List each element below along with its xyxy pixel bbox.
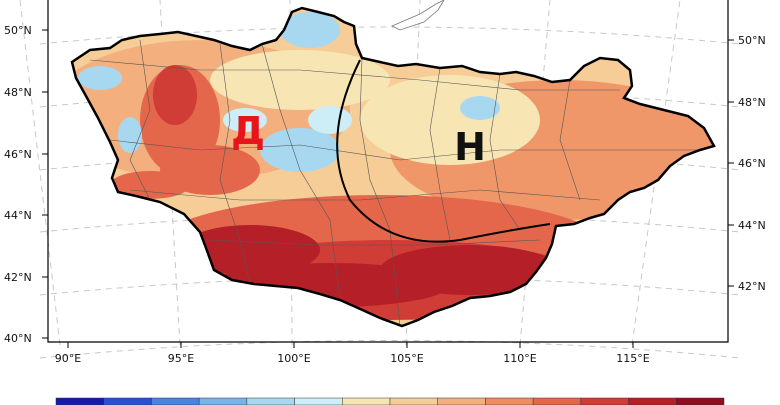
lat-label-left: 40°N <box>4 332 32 345</box>
colorbar-swatch <box>532 397 582 405</box>
colorbar-swatch <box>198 397 248 405</box>
colorbar <box>55 397 725 405</box>
colorbar-swatch <box>294 397 343 405</box>
colorbar-swatch <box>151 397 200 405</box>
lat-label-left: 48°N <box>4 86 32 99</box>
lat-label-right: 42°N <box>738 280 766 293</box>
colorbar-swatch <box>389 397 438 405</box>
lon-label: 90°E <box>55 352 81 365</box>
lon-ticks: 90°E 95°E 100°E 105°E 110°E 115°E <box>55 342 650 365</box>
lat-label-right: 46°N <box>738 157 766 170</box>
lon-label: 95°E <box>168 352 194 365</box>
colorbar-swatch <box>628 397 677 405</box>
colorbar-swatch <box>580 397 629 405</box>
colorbar-swatch <box>676 397 725 405</box>
lat-label-left: 42°N <box>4 271 32 284</box>
region-label-n: Н <box>454 125 486 169</box>
lat-label-right: 48°N <box>738 96 766 109</box>
lon-label: 100°E <box>277 352 310 365</box>
admin-borders <box>89 39 700 326</box>
lat-label-right: 44°N <box>738 219 766 232</box>
lat-ticks-left: 50°N 48°N 46°N 44°N 42°N 40°N <box>4 24 48 345</box>
lon-label: 110°E <box>503 352 536 365</box>
region-label-d: Д <box>231 109 265 153</box>
lat-label-left: 46°N <box>4 148 32 161</box>
lon-label: 105°E <box>390 352 423 365</box>
colorbar-swatch <box>437 397 486 405</box>
colorbar-swatch <box>246 397 295 405</box>
lat-ticks-right: 50°N 48°N 46°N 44°N 42°N <box>728 34 766 293</box>
lat-label-left: 50°N <box>4 24 32 37</box>
lake-outline <box>391 0 445 31</box>
mongolia-outline <box>70 6 716 328</box>
colorbar-swatch <box>55 397 104 405</box>
lat-label-right: 50°N <box>738 34 766 47</box>
lat-label-left: 44°N <box>4 209 32 222</box>
region-boundary-arc <box>336 59 551 243</box>
temperature-field <box>72 8 714 326</box>
map-frame-left <box>47 0 729 343</box>
colorbar-swatch <box>103 397 152 405</box>
colorbar-swatch <box>342 397 391 405</box>
lon-label: 115°E <box>616 352 649 365</box>
colorbar-swatch <box>485 397 534 405</box>
